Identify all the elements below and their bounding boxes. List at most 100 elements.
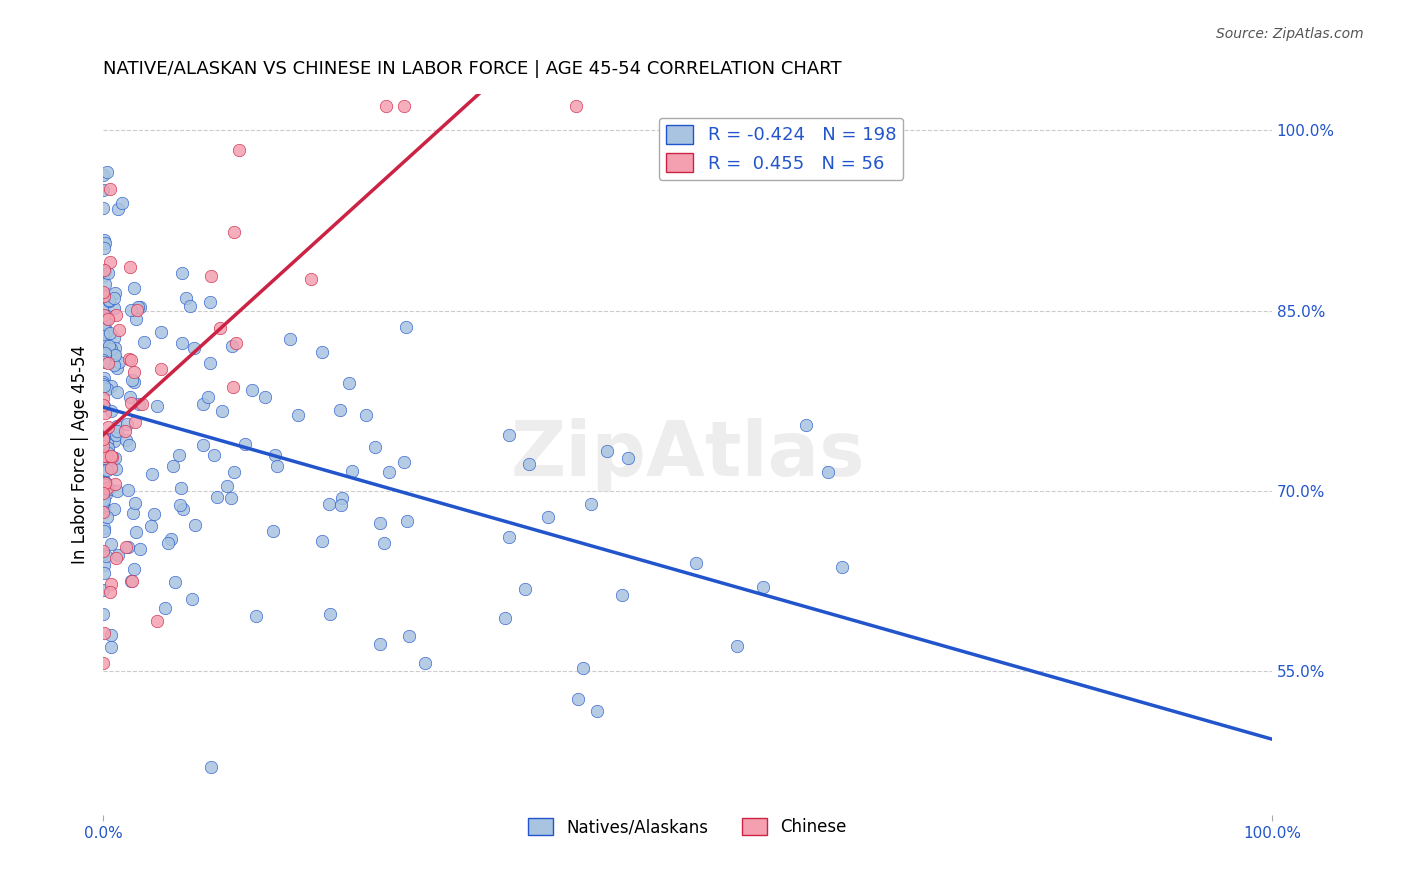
Point: [96, 309, 118, 323]
Point: [103, 301, 125, 315]
Point: [107, 548, 129, 562]
Point: [179, 299, 201, 313]
Point: [596, 444, 619, 458]
Point: [91, 455, 114, 469]
Point: [94, 320, 117, 334]
Point: [94, 478, 117, 492]
Point: [91, 439, 114, 453]
Point: [278, 332, 301, 346]
Point: [498, 428, 520, 442]
Point: [128, 300, 150, 314]
Point: [262, 524, 284, 539]
Point: [93, 346, 115, 360]
Point: [111, 195, 134, 210]
Point: [183, 341, 205, 355]
Point: [125, 525, 148, 540]
Point: [94, 235, 117, 250]
Point: [287, 409, 309, 423]
Point: [143, 507, 166, 521]
Point: [114, 434, 136, 448]
Point: [94, 487, 117, 501]
Point: [98, 293, 121, 308]
Point: [330, 498, 353, 512]
Point: [91, 433, 114, 447]
Point: [149, 362, 172, 376]
Point: [222, 379, 245, 393]
Point: [817, 466, 839, 480]
Point: [107, 202, 129, 216]
Point: [97, 446, 120, 460]
Point: [93, 459, 115, 474]
Point: [104, 342, 127, 356]
Point: [337, 376, 360, 391]
Point: [97, 312, 120, 326]
Point: [221, 339, 243, 353]
Point: [91, 398, 114, 412]
Point: [124, 496, 146, 510]
Point: [105, 308, 128, 322]
Point: [103, 331, 125, 345]
Point: [368, 516, 391, 531]
Point: [120, 353, 142, 368]
Point: [311, 534, 333, 549]
Point: [128, 397, 150, 411]
Point: [612, 588, 634, 602]
Point: [572, 661, 595, 675]
Point: [162, 459, 184, 474]
Point: [96, 311, 118, 326]
Point: [356, 409, 378, 423]
Point: [93, 289, 115, 303]
Point: [245, 608, 267, 623]
Point: [200, 760, 222, 774]
Point: [121, 372, 143, 386]
Point: [104, 477, 127, 491]
Point: [107, 483, 129, 498]
Point: [105, 424, 128, 438]
Point: [122, 562, 145, 576]
Point: [91, 340, 114, 354]
Point: [266, 459, 288, 474]
Point: [617, 451, 640, 466]
Point: [93, 233, 115, 247]
Point: [242, 383, 264, 397]
Point: [160, 532, 183, 546]
Point: [146, 614, 169, 628]
Point: [105, 427, 128, 442]
Point: [139, 518, 162, 533]
Point: [395, 514, 418, 528]
Point: [108, 355, 131, 369]
Point: [107, 323, 129, 337]
Point: [97, 347, 120, 361]
Point: [515, 582, 537, 596]
Point: [174, 292, 197, 306]
Point: [100, 537, 122, 551]
Point: [375, 99, 398, 113]
Point: [91, 332, 114, 346]
Point: [104, 349, 127, 363]
Point: [91, 201, 114, 215]
Point: [118, 260, 141, 275]
Point: [398, 629, 420, 643]
Point: [222, 465, 245, 479]
Point: [332, 491, 354, 505]
Point: [96, 382, 118, 396]
Point: [91, 342, 114, 356]
Point: [103, 348, 125, 362]
Point: [93, 496, 115, 510]
Point: [98, 339, 121, 353]
Point: [198, 295, 221, 310]
Point: [191, 397, 214, 411]
Point: [93, 493, 115, 508]
Point: [91, 376, 114, 391]
Point: [93, 355, 115, 369]
Point: [93, 521, 115, 535]
Point: [93, 277, 115, 291]
Point: [125, 303, 148, 318]
Point: [118, 352, 141, 367]
Point: [202, 448, 225, 462]
Point: [94, 449, 117, 463]
Point: [211, 403, 233, 417]
Point: [208, 320, 231, 334]
Point: [96, 463, 118, 477]
Point: [93, 463, 115, 477]
